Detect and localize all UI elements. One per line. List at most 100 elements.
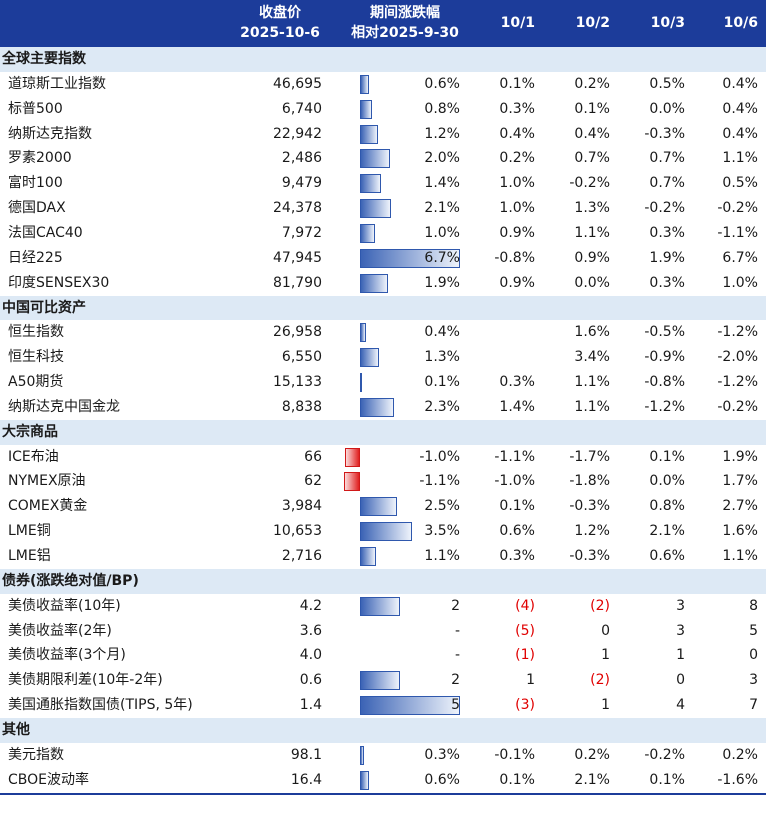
data-bar bbox=[360, 373, 362, 393]
bottom-border bbox=[0, 792, 766, 795]
daily-change: 0.3% bbox=[649, 274, 685, 291]
daily-change: 0.2% bbox=[722, 746, 758, 763]
close-value: 22,942 bbox=[273, 125, 322, 142]
daily-change: -0.3% bbox=[644, 125, 685, 142]
daily-change: 0.9% bbox=[499, 224, 535, 241]
daily-change: (4) bbox=[515, 597, 535, 614]
daily-change: -1.7% bbox=[569, 448, 610, 465]
data-bar bbox=[360, 223, 375, 243]
data-bar bbox=[360, 248, 460, 268]
daily-change: 0.1% bbox=[574, 100, 610, 117]
daily-change: 0.5% bbox=[722, 175, 758, 192]
daily-change: -0.9% bbox=[644, 349, 685, 366]
daily-change: 0.1% bbox=[499, 498, 535, 515]
close-value: 46,695 bbox=[273, 75, 322, 92]
data-bar bbox=[360, 547, 377, 566]
daily-change: 4 bbox=[676, 697, 685, 714]
daily-change: 0.7% bbox=[649, 150, 685, 167]
section-title: 全球主要指数 bbox=[2, 51, 86, 67]
data-bar bbox=[343, 472, 360, 492]
daily-change: 0.4% bbox=[499, 125, 535, 142]
data-bar bbox=[360, 696, 460, 716]
section-bg bbox=[0, 717, 766, 743]
daily-change: 0.2% bbox=[574, 75, 610, 92]
data-bar bbox=[360, 174, 381, 194]
section-title: 其他 bbox=[2, 721, 30, 738]
daily-change: 0.9% bbox=[574, 249, 610, 266]
close-value: 6,550 bbox=[281, 349, 322, 366]
daily-change: 0 bbox=[676, 672, 685, 689]
daily-change: 2.1% bbox=[649, 523, 685, 540]
header-change-ref: 相对2025-9-30 bbox=[351, 25, 459, 41]
change-value: 1.3% bbox=[424, 349, 460, 366]
close-value: 62 bbox=[304, 473, 322, 490]
daily-change: -0.2% bbox=[717, 398, 758, 415]
daily-change: 0 bbox=[601, 622, 610, 639]
daily-change: (1) bbox=[515, 647, 535, 664]
row-name: 日经225 bbox=[8, 249, 63, 266]
daily-change: -1.2% bbox=[644, 398, 685, 415]
row-name: 道琼斯工业指数 bbox=[8, 75, 106, 92]
change-value: -1.1% bbox=[419, 473, 460, 490]
daily-change: 1.1% bbox=[574, 374, 610, 391]
change-value: 0.6% bbox=[424, 75, 460, 92]
daily-change: -0.2% bbox=[644, 746, 685, 763]
row-name: 标普500 bbox=[8, 100, 63, 117]
daily-change: -0.3% bbox=[569, 548, 610, 564]
data-bar bbox=[360, 745, 365, 765]
data-bar bbox=[360, 522, 413, 542]
close-value: 4.2 bbox=[299, 597, 322, 614]
row-name: 恒生指数 bbox=[8, 324, 64, 341]
change-value: 1.1% bbox=[424, 548, 460, 564]
change-value: 0.8% bbox=[424, 100, 460, 117]
daily-change: 7 bbox=[749, 697, 758, 714]
change-value: 3.5% bbox=[424, 523, 460, 540]
daily-change: 0.5% bbox=[649, 75, 685, 92]
change-value: 1.0% bbox=[424, 224, 460, 241]
close-value: 2,486 bbox=[281, 150, 322, 167]
close-value: 66 bbox=[304, 448, 322, 465]
row-name: A50期货 bbox=[8, 374, 64, 391]
close-value: 4.0 bbox=[299, 647, 322, 664]
daily-change: 0.8% bbox=[649, 498, 685, 515]
daily-change: 6.7% bbox=[722, 249, 758, 266]
data-bar bbox=[360, 770, 369, 790]
daily-change: 1.7% bbox=[722, 473, 758, 490]
daily-change: 1 bbox=[601, 647, 610, 664]
close-value: 10,653 bbox=[273, 523, 322, 540]
daily-change: 1.3% bbox=[574, 200, 610, 217]
data-bar bbox=[360, 323, 366, 343]
section-bg bbox=[0, 568, 766, 594]
close-value: 98.1 bbox=[290, 746, 322, 763]
daily-change: 3 bbox=[676, 622, 685, 639]
close-value: 9,479 bbox=[281, 175, 322, 192]
daily-change: 0.1% bbox=[499, 75, 535, 92]
daily-change: -0.2% bbox=[717, 200, 758, 217]
daily-change: -0.5% bbox=[644, 324, 685, 341]
data-bar bbox=[360, 671, 400, 691]
close-value: 3.6 bbox=[299, 622, 322, 639]
row-name: 印度SENSEX30 bbox=[8, 274, 110, 291]
daily-change: -1.8% bbox=[569, 473, 610, 490]
daily-change: 1.9% bbox=[649, 249, 685, 266]
daily-change: 1.1% bbox=[574, 398, 610, 415]
daily-change: 0 bbox=[749, 647, 758, 664]
daily-change: -2.0% bbox=[717, 349, 758, 366]
daily-change: 0.4% bbox=[722, 75, 758, 92]
row-name: 纳斯达克指数 bbox=[8, 125, 92, 142]
daily-change: 2.7% bbox=[722, 498, 758, 515]
data-bar bbox=[360, 149, 390, 169]
daily-change: 0.3% bbox=[499, 548, 535, 564]
daily-change: (3) bbox=[515, 697, 535, 714]
daily-change: 0.0% bbox=[649, 100, 685, 117]
daily-change: -1.0% bbox=[494, 473, 535, 490]
daily-change: -0.2% bbox=[569, 175, 610, 192]
daily-change: 0.1% bbox=[649, 771, 685, 788]
daily-change: 8 bbox=[749, 597, 758, 614]
data-bar bbox=[360, 397, 395, 417]
daily-change: 1.2% bbox=[574, 523, 610, 540]
daily-change: 0.2% bbox=[574, 746, 610, 763]
daily-change: 1.6% bbox=[722, 523, 758, 540]
data-bar bbox=[360, 596, 400, 616]
close-value: 8,838 bbox=[281, 398, 322, 415]
